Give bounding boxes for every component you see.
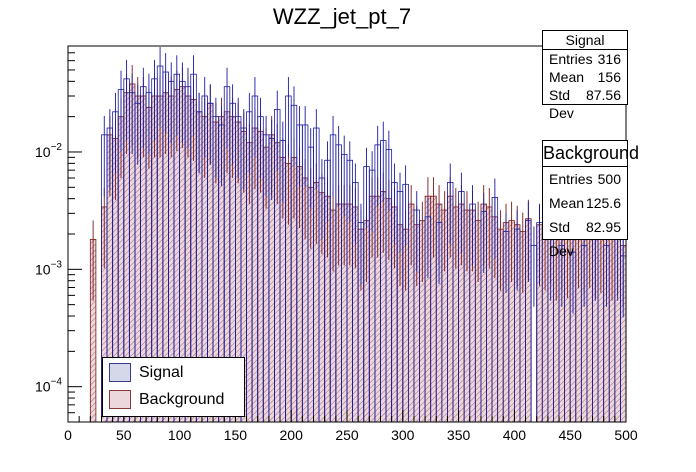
stats-row: Mean 156 — [543, 68, 627, 86]
stats-row: Mean 125.6 — [543, 191, 627, 215]
legend-label-background: Background — [139, 390, 225, 408]
x-tick-label: 450 — [559, 427, 583, 443]
x-tick-label: 300 — [391, 427, 415, 443]
stats-label: Mean — [549, 69, 585, 85]
chart-title: WZZ_jet_pt_7 — [273, 4, 411, 29]
stats-row: Std Dev 87.56 — [543, 86, 627, 121]
signal-stats-box: Signal Entries 316 Mean 156 Std Dev 87.5… — [542, 30, 628, 121]
x-tick-label: 350 — [447, 427, 471, 443]
legend-label-signal: Signal — [139, 363, 184, 381]
stats-label: Mean — [549, 195, 585, 211]
x-tick-label: 250 — [335, 427, 359, 443]
stats-value: 125.6 — [585, 195, 621, 211]
legend-entry-signal: Signal — [109, 363, 183, 382]
stats-label: Entries — [549, 51, 593, 67]
stats-label: Std Dev — [549, 219, 574, 259]
x-tick-label: 500 — [614, 427, 638, 443]
stats-value: 500 — [597, 171, 621, 187]
stats-value: 316 — [597, 51, 621, 67]
x-tick-label: 100 — [168, 427, 192, 443]
background-stats-box: Background Entries 500 Mean 125.6 Std De… — [542, 140, 639, 259]
legend-swatch-background — [109, 390, 131, 409]
legend-swatch-signal — [109, 363, 131, 382]
background-stats-title: Background — [543, 141, 639, 167]
legend-entry-background: Background — [109, 390, 224, 409]
stats-value: 82.95 — [585, 219, 621, 235]
x-tick-label: 150 — [224, 427, 248, 443]
x-tick-label: 50 — [116, 427, 132, 443]
stats-value: 156 — [597, 69, 621, 85]
stats-label: Std Dev — [549, 87, 574, 121]
legend: Signal Background — [102, 357, 245, 417]
stats-row: Std Dev 82.95 — [543, 215, 627, 259]
x-tick-label: 400 — [503, 427, 527, 443]
x-tick-label: 0 — [64, 427, 72, 443]
stats-label: Entries — [549, 171, 593, 187]
x-tick-label: 200 — [280, 427, 304, 443]
stats-row: Entries 500 — [543, 167, 627, 191]
signal-stats-title: Signal — [543, 31, 627, 50]
stats-value: 87.56 — [585, 87, 621, 103]
stats-row: Entries 316 — [543, 50, 627, 68]
